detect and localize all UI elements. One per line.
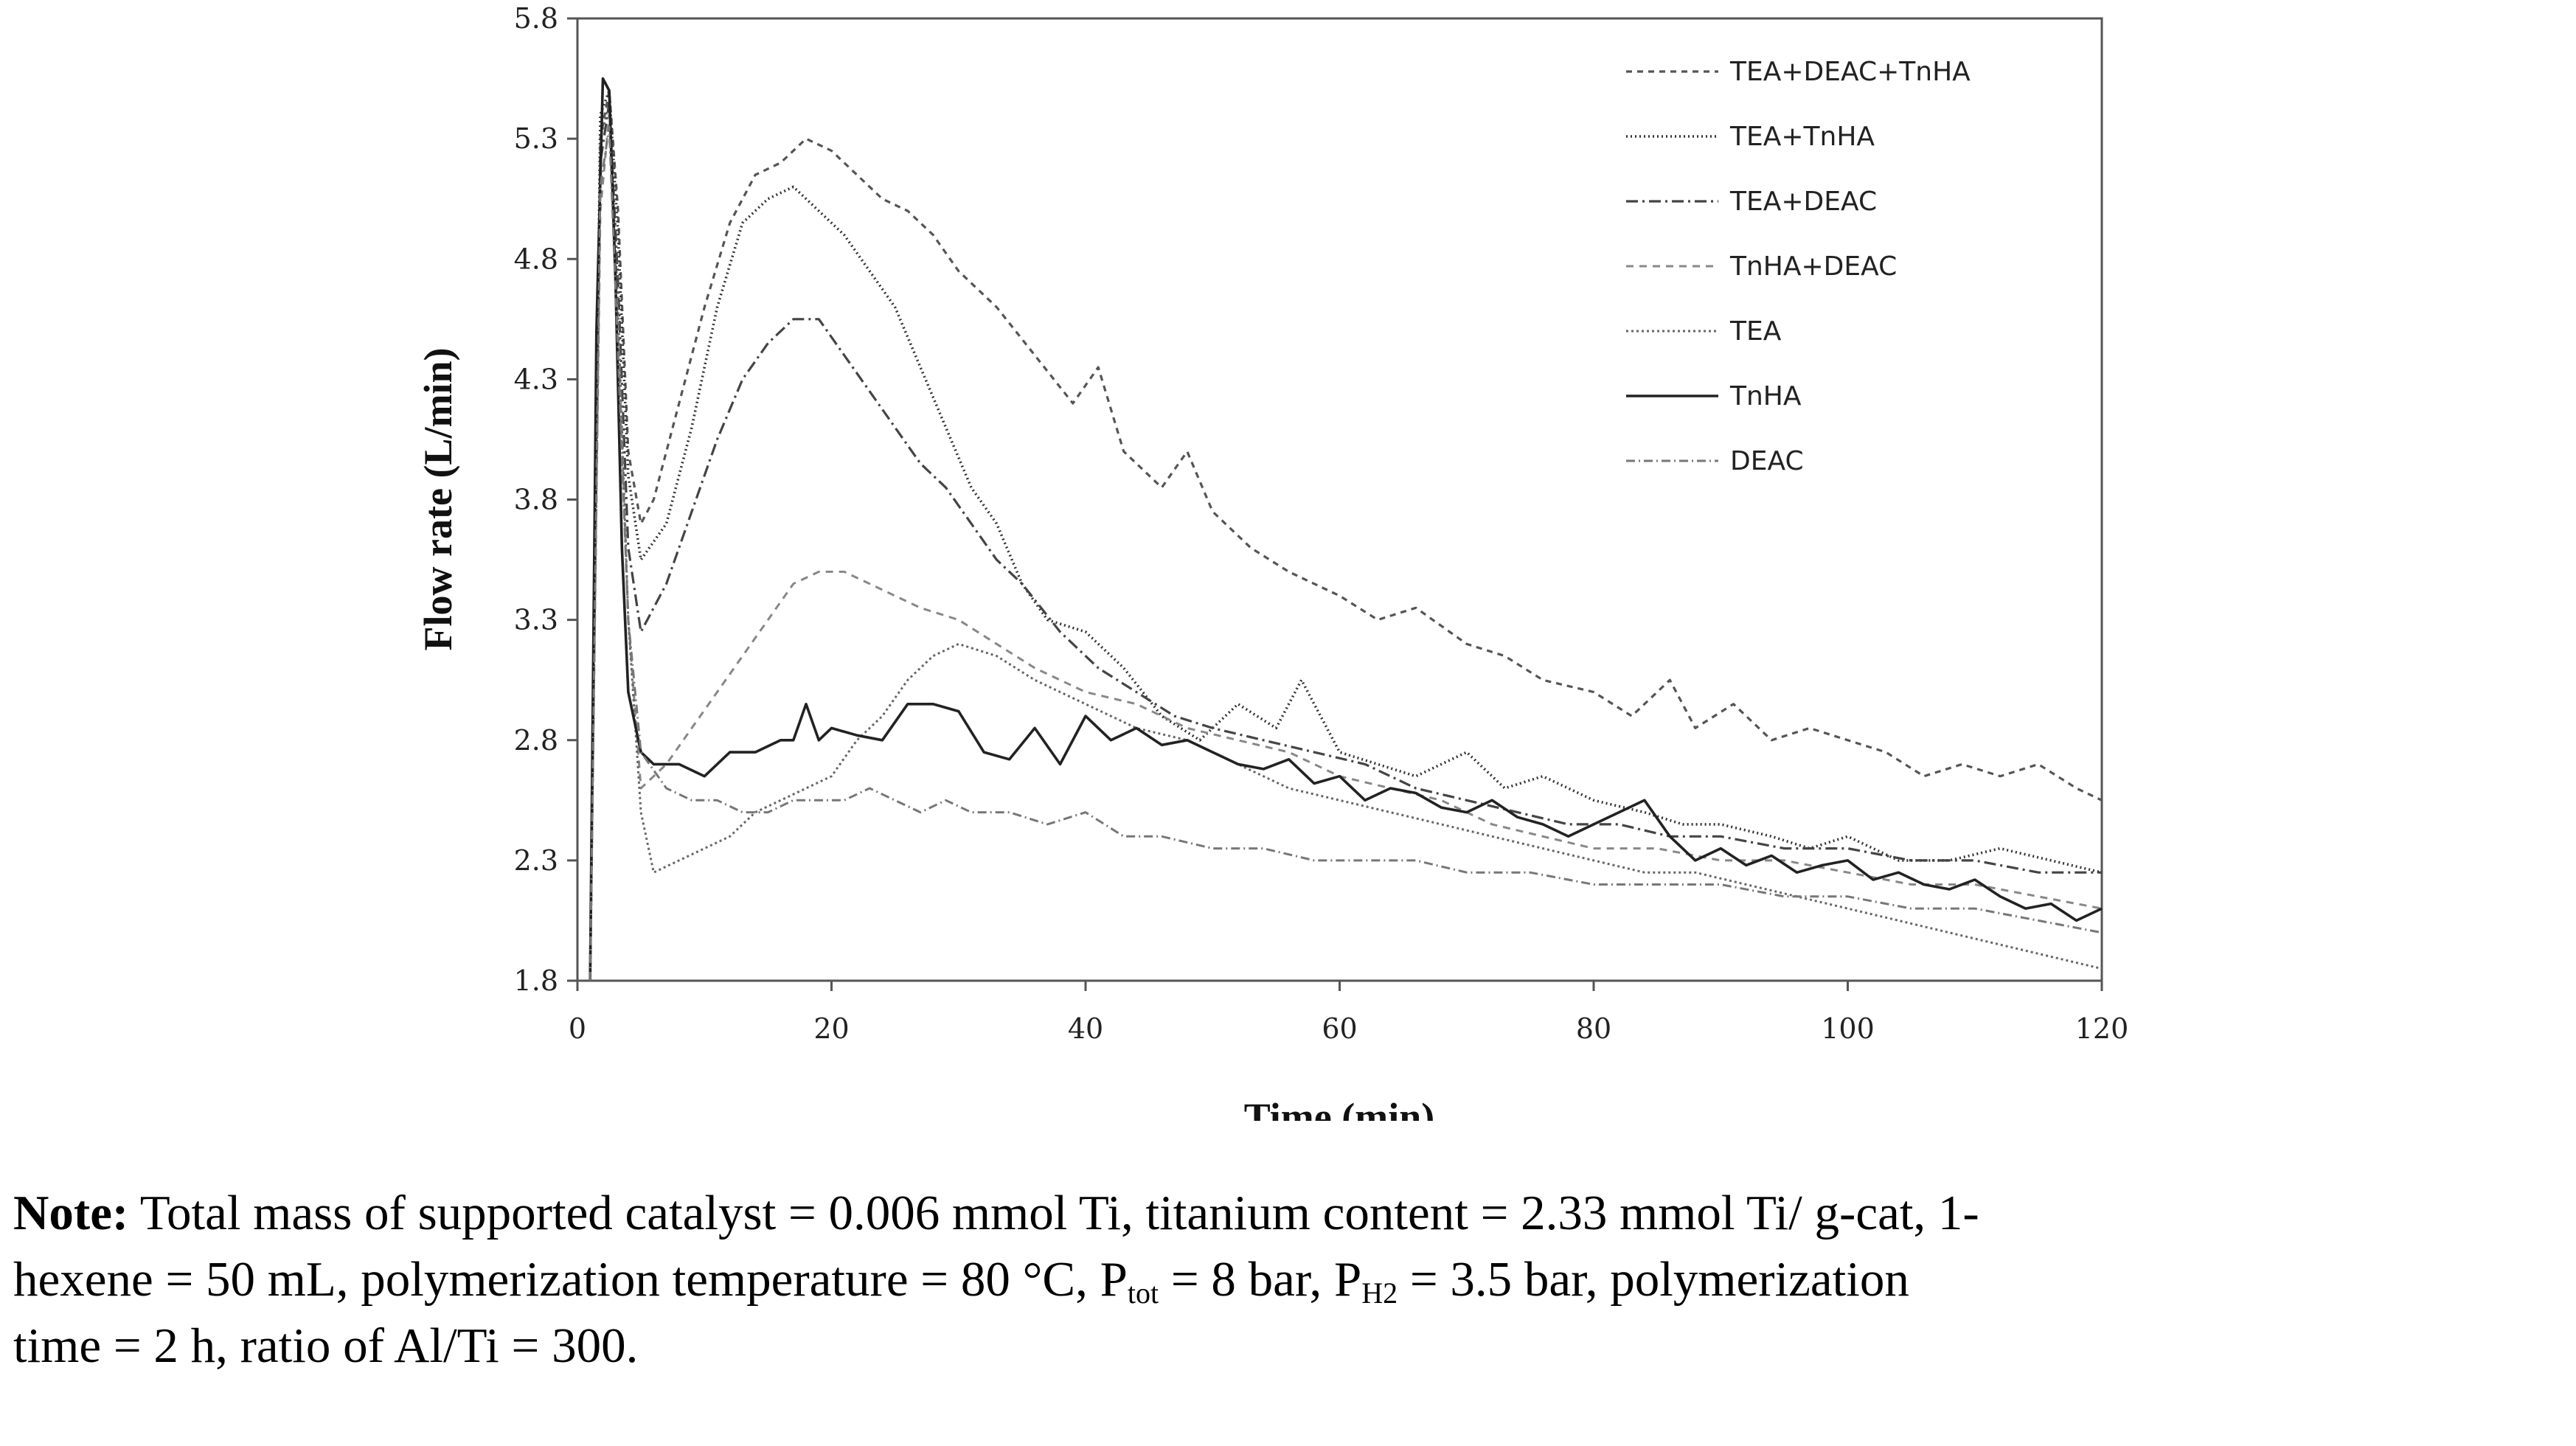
y-axis-title: Flow rate (L/min) (416, 348, 460, 651)
x-tick-label: 20 (813, 1012, 849, 1045)
note-line-2b: = 8 bar, P (1159, 1252, 1362, 1307)
plot-area (576, 17, 2103, 982)
note-line-2a: hexene = 50 mL, polymerization temperatu… (13, 1252, 1128, 1307)
series-line-deac (589, 125, 2103, 981)
y-tick-label: 2.8 (514, 724, 558, 757)
x-axis: 0 20 40 60 80 100 120 (569, 981, 2128, 1045)
x-tick-label: 40 (1068, 1012, 1103, 1045)
x-tick-label: 60 (1322, 1012, 1357, 1045)
note-line-2c: = 3.5 bar, polymerization (1398, 1252, 1909, 1307)
flow-rate-chart: 1.8 2.3 2.8 3.3 3.8 4.3 4.8 5.3 5.8 0 20 40 60 80 100… (416, 2, 2128, 1121)
legend: TEA+DEAC+TnHA TEA+TnHA TEA+DEAC TnHA+DEAC TE… (1626, 57, 1971, 476)
legend-label: TEA (1729, 316, 1782, 347)
y-tick-label: 3.8 (514, 484, 558, 516)
series-line-tea (589, 101, 2103, 981)
y-tick-label: 1.8 (514, 964, 558, 997)
series-line-tea-deac (589, 101, 2102, 981)
figure-note: Note: Total mass of supported catalyst =… (13, 1180, 2559, 1379)
legend-label: TEA+TnHA (1729, 122, 1875, 152)
legend-label: TnHA+DEAC (1729, 251, 1897, 282)
x-tick-label: 100 (1821, 1012, 1875, 1045)
x-axis-title: Time (min) (1244, 1095, 1434, 1121)
legend-label: TEA+DEAC (1729, 187, 1877, 217)
series-line-tnha (589, 77, 2103, 981)
series-line-tnha-deac (589, 114, 2103, 981)
y-axis: 1.8 2.3 2.8 3.3 3.8 4.3 4.8 5.3 5.8 (514, 2, 577, 997)
y-tick-label: 5.8 (514, 2, 558, 35)
note-line-1: Total mass of supported catalyst = 0.006… (139, 1186, 1979, 1240)
note-line-3: time = 2 h, ratio of Al/Ti = 300. (13, 1318, 639, 1373)
y-tick-label: 3.3 (514, 604, 558, 636)
x-tick-label: 0 (569, 1012, 586, 1045)
y-tick-label: 4.3 (514, 363, 558, 395)
legend-label: DEAC (1730, 446, 1804, 476)
legend-label: TnHA (1729, 381, 1802, 411)
y-tick-label: 2.3 (514, 844, 558, 877)
legend-label: TEA+DEAC+TnHA (1729, 57, 1971, 87)
series-lines (589, 77, 2103, 981)
series-line-tea-deac-tnha (589, 89, 2103, 981)
y-tick-label: 4.8 (514, 243, 558, 275)
x-tick-label: 80 (1576, 1012, 1611, 1045)
note-sub-h2: H2 (1361, 1276, 1398, 1310)
x-tick-label: 120 (2075, 1012, 2129, 1045)
note-label: Note: (13, 1186, 129, 1240)
y-tick-label: 5.3 (514, 122, 558, 155)
note-sub-tot: tot (1127, 1276, 1159, 1310)
